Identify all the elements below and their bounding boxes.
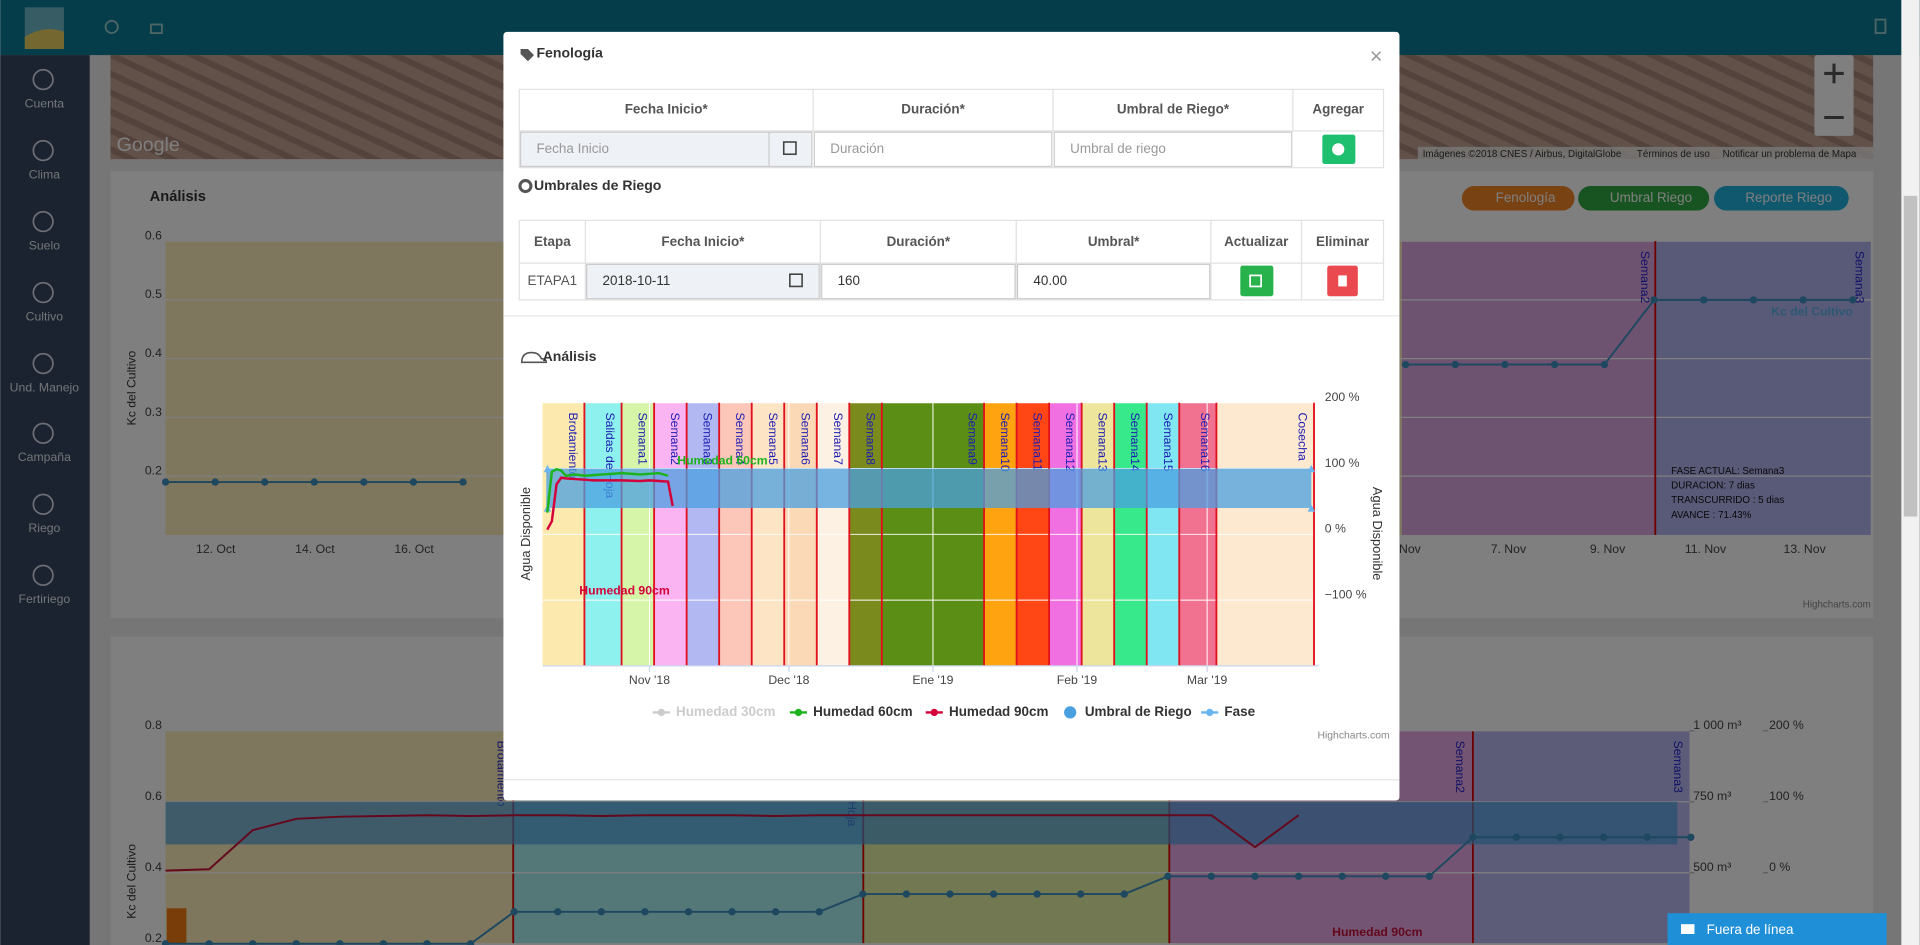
fase-marker [1307, 504, 1315, 512]
table-cell [584, 219, 822, 264]
phase-label: Semana11 [1031, 413, 1045, 471]
phase-label: Semana1 [636, 413, 650, 466]
y-tick-label: −100 % [1325, 587, 1367, 601]
phase-label: Semana12 [1063, 413, 1077, 472]
legend-marker [794, 708, 803, 717]
table-cell [1210, 219, 1303, 264]
section-title: Análisis [543, 348, 597, 364]
x-tick-label: Feb '19 [1057, 673, 1098, 687]
table-header: Agregar [1312, 102, 1364, 117]
scrollbar-thumb[interactable] [1903, 195, 1918, 517]
gear-icon [518, 179, 533, 194]
legend-item[interactable]: Humedad 30cm [676, 704, 775, 719]
input-placeholder: Umbral de riego [1070, 141, 1166, 156]
input-placeholder: Duración [830, 141, 884, 156]
cloud-icon [1332, 143, 1345, 156]
table-header: Duración* [887, 234, 951, 249]
status-badge[interactable] [1667, 913, 1887, 945]
y-tick-label: 200 % [1325, 390, 1360, 404]
cell-text: ETAPA1 [528, 273, 578, 288]
phase-label: Semana15 [1161, 413, 1175, 472]
input[interactable] [586, 263, 820, 300]
phase-label: Semana16 [1198, 413, 1212, 472]
calendar-addon[interactable] [768, 131, 813, 168]
input[interactable] [813, 131, 1053, 168]
phase-label: Semana8 [863, 413, 877, 466]
phase-label: Semana7 [831, 413, 845, 466]
fase-marker [1307, 464, 1315, 473]
legend-item[interactable]: Humedad 60cm [813, 704, 912, 719]
mail-icon [1680, 924, 1695, 934]
table-header: Umbral* [1088, 234, 1140, 249]
calendar-icon [782, 141, 797, 156]
phase-label: Semana9 [966, 413, 980, 466]
x-tick-label: Dec '18 [768, 673, 809, 687]
phase-label: Cosecha [1296, 413, 1310, 461]
series-line [546, 467, 669, 513]
fase-marker [543, 464, 552, 473]
input[interactable] [1016, 263, 1211, 300]
status-text: Fuera de línea [1707, 922, 1794, 937]
y-axis-title: Agua Disponible [518, 487, 533, 581]
modal-close[interactable]: × [1370, 43, 1383, 68]
trash-icon [1338, 275, 1347, 287]
input-value: 160 [838, 273, 860, 288]
phase-label: Semana6 [798, 413, 812, 466]
legend-marker [930, 708, 938, 717]
phase-label: Brotamiento [566, 413, 580, 479]
y-tick-label: 0 % [1325, 522, 1346, 536]
table-header: Umbral de Riego* [1117, 102, 1230, 117]
weather-icon [520, 351, 548, 364]
table-cell [1015, 219, 1212, 264]
legend-item[interactable]: Umbral de Riego [1085, 704, 1192, 719]
phase-label: Semana10 [998, 413, 1012, 472]
legend-marker [1206, 708, 1214, 717]
table-header: Fecha Inicio* [625, 102, 709, 117]
phase-label: Semana3 [701, 413, 715, 466]
input[interactable] [1053, 131, 1293, 168]
table-cell [518, 88, 814, 132]
credit: Highcharts.com [1317, 730, 1389, 741]
phase-label: Semana2 [668, 413, 682, 466]
series-line [546, 476, 674, 531]
input-value: 40.00 [1033, 273, 1067, 288]
legend-marker [657, 708, 665, 717]
x-tick-label: Nov '18 [629, 673, 670, 687]
update-button[interactable] [1240, 265, 1274, 297]
series-data-label: Humedad 60cm [677, 454, 768, 468]
table-header: Etapa [534, 234, 571, 249]
phase-label: Semana13 [1096, 413, 1110, 472]
x-tick-label: Ene '19 [912, 673, 953, 687]
section-title: Umbrales de Riego [534, 177, 662, 193]
series-data-label: Humedad 90cm [579, 583, 670, 597]
input[interactable] [821, 263, 1016, 300]
table-cell [518, 262, 587, 301]
legend-item[interactable]: Humedad 90cm [949, 704, 1048, 719]
table-cell [1292, 88, 1385, 132]
table-header: Duración* [901, 102, 965, 117]
legend-marker [1064, 706, 1077, 719]
table-header: Eliminar [1316, 234, 1370, 249]
table-cell [1052, 88, 1294, 132]
input-placeholder: Fecha Inicio [536, 141, 609, 156]
phase-label: Semana4 [733, 413, 747, 466]
umbral-band [546, 468, 1312, 508]
table-header: Fecha Inicio* [661, 234, 745, 249]
table-header: Actualizar [1224, 234, 1289, 249]
y2-axis-title: Agua Disponible [1370, 487, 1385, 581]
modal-title: Fenología [536, 45, 603, 61]
phase-label: Semana5 [766, 413, 780, 466]
x-tick-label: Mar '19 [1187, 673, 1228, 687]
table-cell [819, 219, 1017, 264]
calendar-icon [789, 273, 803, 288]
tag-icon [520, 48, 535, 62]
y-tick-label: 100 % [1325, 456, 1360, 470]
input-value: 2018-10-11 [603, 273, 671, 288]
phase-label: Semana14 [1128, 413, 1142, 472]
edit-icon [1249, 274, 1262, 288]
legend-item[interactable]: Fase [1224, 704, 1255, 719]
